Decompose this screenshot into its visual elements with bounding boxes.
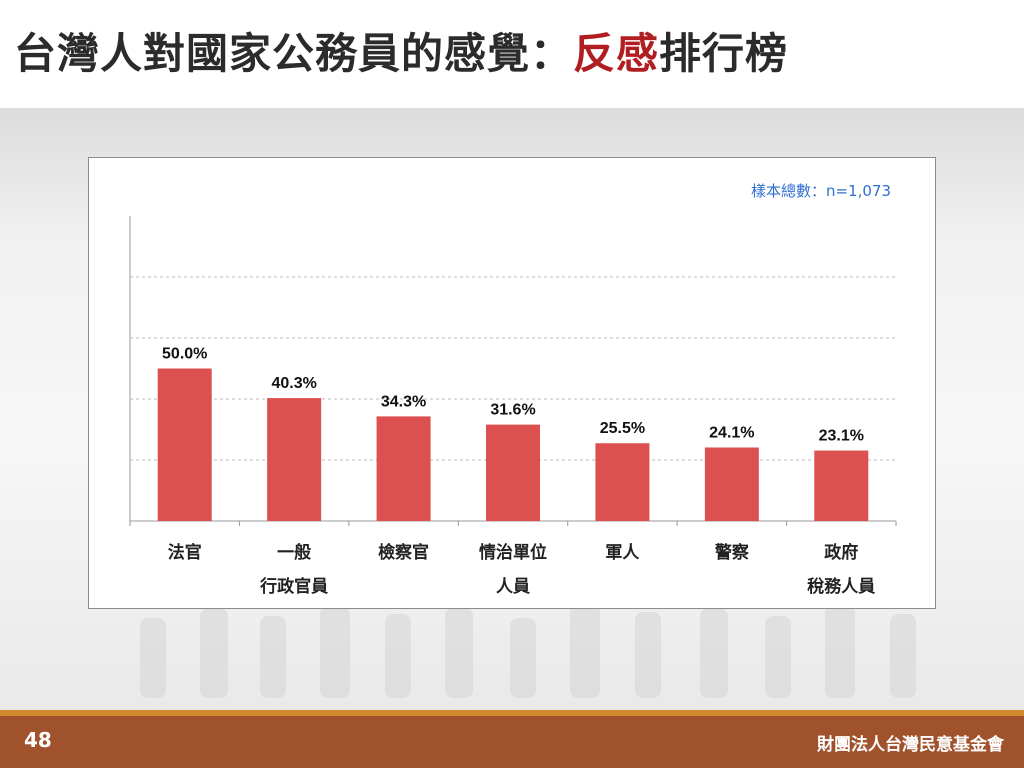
x-tick-label-1: 一般 行政官員 — [239, 536, 349, 604]
x-tick-label-line: 行政官員 — [260, 577, 329, 597]
slide-title: 台灣人對國家公務員的感覺：反感排行榜 — [14, 20, 788, 81]
data-label-0: 50.0% — [162, 346, 207, 363]
x-tick-label-line: 政府 — [824, 543, 859, 563]
bar-2 — [376, 416, 431, 521]
x-axis-labels: 法官 一般行政官員 檢察官 情治單位人員 軍人 警察 政府稅務人員 — [130, 536, 896, 606]
data-label-1: 40.3% — [271, 375, 316, 392]
footer-bar: 48 財團法人台灣民意基金會 — [0, 710, 1024, 768]
bar-4 — [595, 443, 650, 521]
page-number: 48 — [24, 728, 52, 752]
x-tick-label-0: 法官 — [130, 536, 240, 570]
x-tick-label-line: 人員 — [496, 577, 530, 597]
x-tick-label-line: 一般 — [277, 543, 312, 563]
data-label-3: 31.6% — [490, 402, 535, 419]
x-tick-label-4: 軍人 — [567, 536, 677, 570]
chart-panel: 樣本總數：n=1,073 50.0% 40.3% 34.3% 31.6% 25.5% 24… — [88, 157, 936, 609]
x-tick-label-2: 檢察官 — [349, 536, 459, 570]
data-label-2: 34.3% — [381, 393, 426, 410]
x-tick-label-line: 軍人 — [605, 543, 640, 563]
title-text: 台灣人對國家公務員的感覺： — [14, 29, 574, 78]
sample-size-note: 樣本總數：n=1,073 — [750, 182, 891, 200]
x-tick-label-line: 情治單位 — [479, 543, 547, 563]
bar-0 — [157, 368, 212, 521]
crowd-silhouette-watermark — [140, 604, 916, 698]
bar-chart: 50.0% 40.3% 34.3% 31.6% 25.5% 24.1% 23.1% — [129, 216, 897, 526]
organization-name: 財團法人台灣民意基金會 — [817, 735, 1004, 755]
x-tick-label-line: 稅務人員 — [807, 577, 876, 597]
title-bar: 台灣人對國家公務員的感覺：反感排行榜 — [0, 0, 1024, 108]
data-label-6: 23.1% — [819, 428, 864, 445]
bar-3 — [486, 424, 540, 521]
x-tick-label-line: 警察 — [714, 543, 749, 563]
x-tick-label-6: 政府 稅務人員 — [786, 536, 896, 604]
x-tick-label-line: 檢察官 — [378, 543, 430, 563]
bar-1 — [267, 398, 322, 521]
title-text-end: 排行榜 — [659, 29, 789, 78]
title-accent: 反感 — [573, 29, 660, 78]
bar-5 — [704, 447, 759, 521]
x-tick-label-3: 情治單位 人員 — [458, 536, 568, 604]
data-label-5: 24.1% — [709, 424, 754, 441]
x-tick-label-line: 法官 — [167, 543, 202, 563]
bar-6 — [814, 450, 869, 521]
data-label-4: 25.5% — [600, 420, 645, 437]
x-tick-label-5: 警察 — [677, 536, 787, 570]
